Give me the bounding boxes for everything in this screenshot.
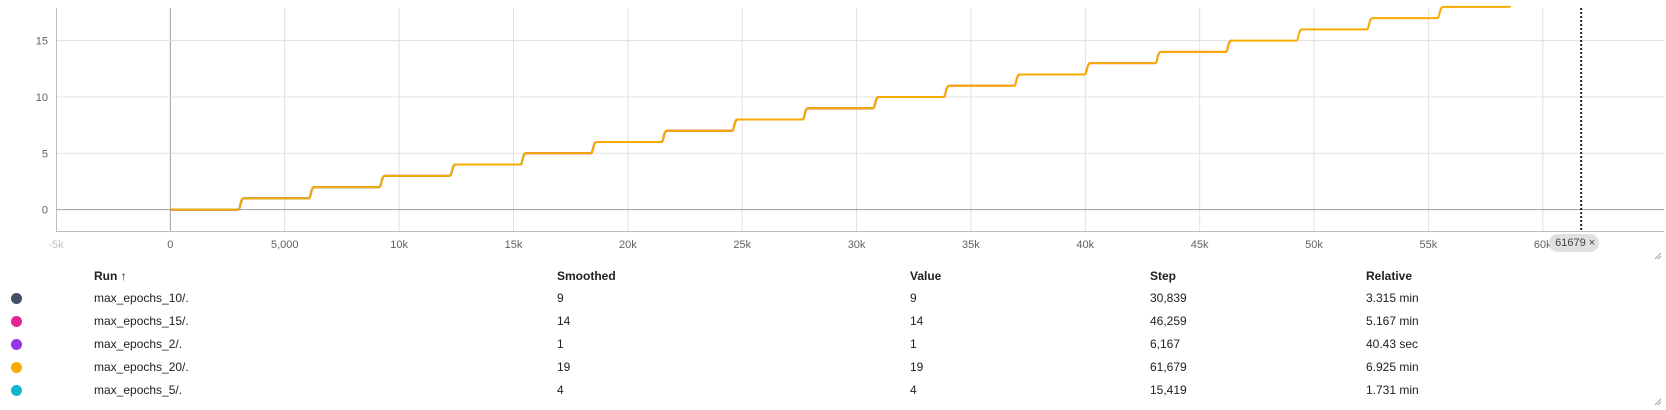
close-icon[interactable]: ×	[1588, 237, 1596, 249]
run-name-cell: max_epochs_10/.	[94, 290, 189, 305]
step-column-header[interactable]: Step	[1150, 269, 1177, 283]
run-color-dot	[0, 309, 94, 332]
run-name-cell: max_epochs_5/.	[94, 382, 183, 397]
value-cell: 1	[910, 336, 917, 351]
smoothed-cell: 9	[557, 290, 564, 305]
smoothed-cell: 4	[557, 382, 564, 397]
smoothed-cell: 19	[557, 359, 571, 374]
color-column-header	[0, 266, 94, 286]
relative-cell: 3.315 min	[1366, 290, 1419, 305]
chart-grid	[56, 8, 1664, 231]
chart-resize-handle[interactable]	[1654, 252, 1662, 260]
step-cell: 46,259	[1150, 313, 1187, 328]
step-cell: 15,419	[1150, 382, 1187, 397]
runs-data-table: Run ↑ Smoothed Value Step Relative max_e…	[0, 266, 1666, 401]
value-cell: 9	[910, 290, 917, 305]
x-tick-label: 55k	[1420, 239, 1438, 251]
y-tick-label: 10	[36, 92, 48, 104]
run-color-dot	[0, 378, 94, 401]
relative-cell: 5.167 min	[1366, 313, 1419, 328]
run-column-header[interactable]: Run ↑	[94, 269, 127, 283]
table-resize-handle[interactable]	[1654, 398, 1662, 406]
value-cell: 14	[910, 313, 924, 328]
run-name-cell: max_epochs_2/.	[94, 336, 183, 351]
x-tick-label: 15k	[505, 239, 523, 251]
smoothed-cell: 14	[557, 313, 571, 328]
series-line-max-epochs-20[interactable]	[170, 5, 1511, 211]
value-column-header[interactable]: Value	[910, 269, 942, 283]
x-tick-label: 30k	[848, 239, 866, 251]
table-row[interactable]: max_epochs_5/. 4 4 15,419 1.731 min	[0, 378, 1666, 401]
y-tick-label: 5	[42, 148, 48, 160]
series-line-max-epochs-5[interactable]	[170, 152, 527, 211]
run-color-dot	[0, 286, 94, 309]
value-cell: 4	[910, 382, 917, 397]
y-axis-tick-labels: 0 5 10 15	[36, 36, 48, 217]
x-tick-label: 40k	[1076, 239, 1094, 251]
step-cell: 61,679	[1150, 359, 1187, 374]
smoothed-cell: 1	[557, 336, 564, 351]
run-color-swatch	[11, 361, 22, 373]
x-tick-label: 50k	[1305, 239, 1323, 251]
x-tick-label: 20k	[619, 239, 637, 251]
table-header-row: Run ↑ Smoothed Value Step Relative	[0, 266, 1666, 286]
step-cell: 30,839	[1150, 290, 1187, 305]
relative-cell: 1.731 min	[1366, 382, 1419, 397]
table-row[interactable]: max_epochs_20/. 19 19 61,679 6.925 min	[0, 355, 1666, 378]
smoothed-column-header[interactable]: Smoothed	[557, 269, 616, 283]
table-row[interactable]: max_epochs_15/. 14 14 46,259 5.167 min	[0, 309, 1666, 332]
step-cell: 6,167	[1150, 336, 1181, 351]
table-row[interactable]: max_epochs_10/. 9 9 30,839 3.315 min	[0, 286, 1666, 309]
chart-series-layer	[170, 5, 1511, 211]
x-tick-label: 25k	[733, 239, 751, 251]
step-cursor-badge[interactable]: 61679 ×	[1549, 234, 1600, 252]
x-tick-label: 35k	[962, 239, 980, 251]
x-tick-label: 10k	[390, 239, 408, 251]
x-tick-label-faded: -5k	[48, 239, 64, 251]
run-color-swatch	[11, 292, 22, 304]
scalar-line-chart[interactable]: 0 5 10 15 0 5,000 10k 15k 20k 25k 30k 35k 40k 45k 50k…	[0, 0, 1666, 262]
x-tick-label: 60k	[1534, 239, 1552, 251]
x-axis-tick-labels: 0 5,000 10k 15k 20k 25k 30k 35k 40k 45k 50k 55k 60k -…	[48, 239, 1552, 251]
value-cell: 19	[910, 359, 924, 374]
table-row[interactable]: max_epochs_2/. 1 1 6,167 40.43 sec	[0, 332, 1666, 355]
run-color-swatch	[11, 384, 22, 396]
series-line-max-epochs-15[interactable]	[170, 39, 1232, 211]
step-cursor-value: 61679	[1555, 237, 1586, 249]
relative-column-header[interactable]: Relative	[1366, 269, 1413, 283]
run-name-cell: max_epochs_20/.	[94, 359, 189, 374]
run-name-cell: max_epochs_15/.	[94, 313, 189, 328]
x-tick-label: 0	[167, 239, 173, 251]
run-color-swatch	[11, 315, 22, 327]
y-tick-label: 0	[42, 205, 48, 217]
y-tick-label: 15	[36, 36, 48, 48]
x-tick-label: 45k	[1191, 239, 1209, 251]
relative-cell: 40.43 sec	[1366, 336, 1419, 351]
run-color-dot	[0, 332, 94, 355]
relative-cell: 6.925 min	[1366, 359, 1419, 374]
run-color-dot	[0, 355, 94, 378]
run-color-swatch	[11, 338, 22, 350]
chart-axes	[56, 8, 1664, 232]
x-tick-label: 5,000	[271, 239, 299, 251]
